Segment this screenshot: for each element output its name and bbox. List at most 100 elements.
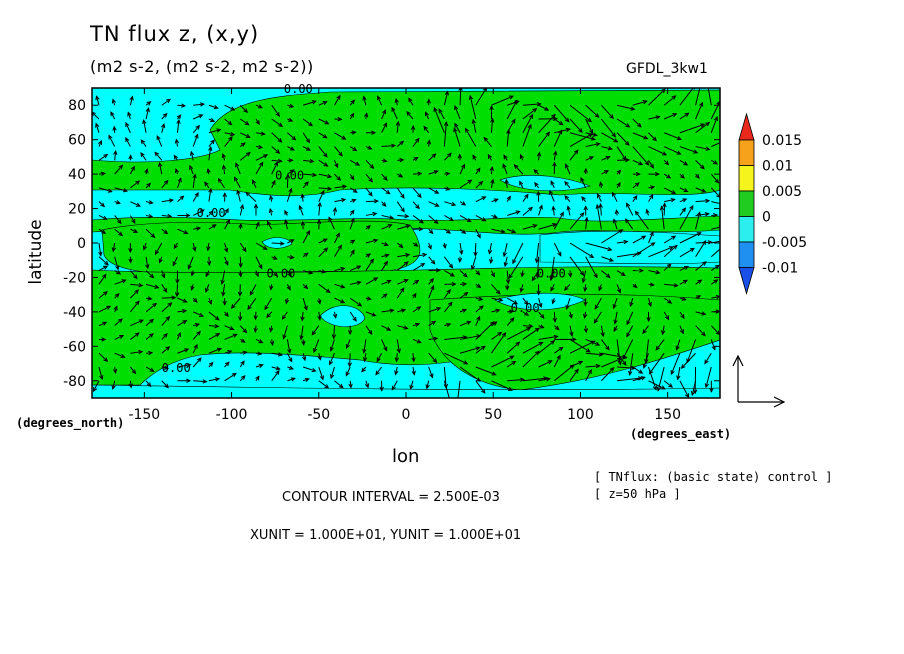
flux-vector-layer	[92, 88, 720, 398]
flux-vector	[204, 181, 210, 189]
flux-vector	[554, 128, 570, 134]
flux-vector	[632, 159, 643, 166]
flux-vector-head	[508, 274, 513, 280]
x-tick-label: 100	[567, 407, 594, 423]
flux-vector	[192, 357, 202, 368]
flux-vector-head	[596, 193, 601, 199]
flux-vector-head	[255, 120, 260, 126]
flux-vector	[177, 348, 189, 354]
flux-vector	[444, 201, 456, 206]
flux-vector	[145, 333, 154, 340]
flux-vector	[114, 151, 117, 161]
flux-vector-head	[239, 204, 245, 210]
flux-vector-head	[311, 100, 317, 105]
flux-vector-head	[478, 305, 484, 310]
flux-vector-head	[445, 186, 451, 191]
flux-vector-head	[269, 285, 274, 291]
flux-vector-head	[281, 314, 287, 320]
flux-vector-head	[107, 188, 113, 193]
flux-vector	[129, 96, 133, 106]
flux-vector-head	[128, 248, 133, 254]
flux-vector-head	[240, 375, 246, 380]
flux-vector-head	[229, 326, 235, 331]
flux-vector-head	[551, 113, 556, 119]
flux-vector-head	[613, 327, 618, 333]
flux-vector	[663, 113, 677, 120]
flux-vector-head	[680, 364, 686, 369]
flux-vector-head	[131, 218, 136, 224]
flux-vector-head	[600, 332, 605, 338]
flux-vector-head	[488, 259, 494, 265]
flux-vector	[193, 103, 204, 106]
flux-vector	[632, 242, 655, 258]
flux-vector-head	[162, 287, 168, 293]
flux-vector	[140, 152, 147, 161]
flux-vector	[428, 337, 438, 340]
flux-vector-head	[145, 264, 150, 270]
flux-vector	[538, 152, 540, 161]
flux-vector	[145, 108, 150, 120]
flux-vector	[679, 112, 689, 120]
reference-vector-vertical-head	[732, 354, 744, 367]
flux-vector	[569, 340, 595, 354]
flux-vector-head	[194, 191, 199, 197]
flux-vector-head	[103, 153, 109, 159]
flux-vector	[475, 196, 486, 203]
flux-vector-head	[284, 299, 290, 305]
flux-vector	[330, 366, 335, 379]
flux-vector-head	[174, 138, 180, 144]
flux-vector	[580, 177, 587, 189]
flux-vector-head	[102, 321, 108, 326]
flux-vector	[512, 242, 524, 264]
flux-vector-head	[405, 224, 411, 229]
flux-vector-head	[113, 305, 118, 311]
flux-vector-head	[322, 101, 328, 106]
flux-vector	[428, 307, 441, 313]
flux-vector	[711, 226, 720, 230]
flux-vector-head	[321, 269, 327, 274]
flux-vector	[381, 309, 394, 313]
flux-vector-head	[357, 302, 363, 307]
flux-vector-head	[366, 224, 371, 230]
flux-vector	[334, 199, 346, 203]
flux-vector-head	[523, 300, 529, 306]
flux-vector-head	[415, 322, 421, 327]
flux-vector	[286, 352, 293, 362]
contour-interval: CONTOUR INTERVAL = 2.500E-03	[282, 490, 500, 505]
flux-vector	[302, 132, 310, 143]
flux-vector-head	[347, 330, 353, 336]
flux-vector	[192, 331, 201, 340]
flux-vector-head	[660, 88, 666, 94]
flux-vector-head	[642, 99, 648, 105]
flux-vector-head	[714, 178, 720, 184]
flux-vector	[664, 283, 678, 287]
flux-vector	[177, 310, 187, 313]
colorbar-label: -0.01	[762, 261, 798, 277]
flux-vector-head	[404, 213, 410, 219]
flux-vector	[663, 263, 672, 271]
flux-vector	[161, 316, 170, 326]
contour-label: 0.00	[197, 206, 226, 220]
flux-vector-head	[275, 366, 281, 371]
flux-vector	[507, 211, 520, 216]
flux-vector-head	[249, 290, 254, 296]
flux-vector	[192, 242, 196, 251]
flux-vector-head	[490, 272, 495, 278]
flux-vector-head	[588, 133, 594, 138]
flux-vector-head	[230, 131, 236, 137]
flux-vector	[711, 296, 720, 299]
flux-vector	[239, 256, 242, 267]
flux-vector-head	[433, 106, 438, 112]
flux-vector-head	[257, 104, 264, 109]
flux-vector	[444, 352, 468, 365]
flux-vector-head	[670, 370, 675, 376]
flux-vector-head	[253, 203, 259, 209]
flux-vector-head	[119, 334, 125, 339]
flux-vector-head	[497, 331, 503, 337]
flux-vector-head	[352, 146, 358, 152]
flux-vector-head	[636, 122, 642, 128]
flux-vector	[711, 142, 720, 148]
flux-vector	[346, 339, 351, 349]
colorbar-label: 0.015	[762, 133, 802, 149]
flux-vector-head	[459, 249, 464, 256]
